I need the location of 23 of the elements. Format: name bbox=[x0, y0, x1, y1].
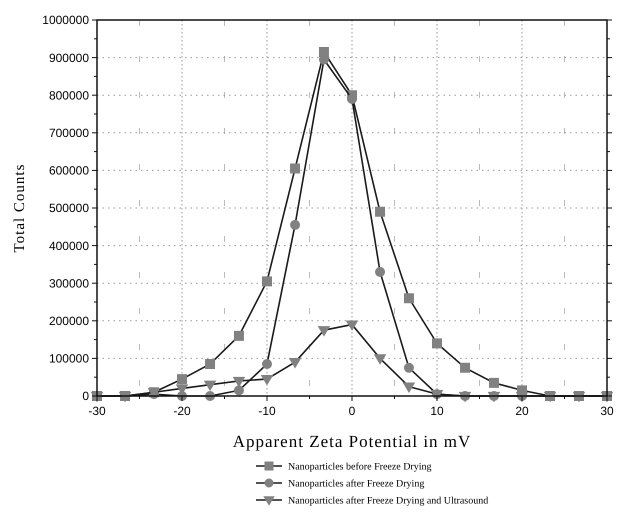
y-tick-label: 0 bbox=[82, 389, 90, 404]
y-tick-label: 500000 bbox=[48, 201, 90, 216]
x-tick-label: -30 bbox=[88, 404, 106, 418]
x-tick-label: 30 bbox=[600, 404, 614, 418]
x-tick-label: 20 bbox=[515, 404, 529, 418]
y-tick-label: 400000 bbox=[48, 238, 90, 253]
y-tick-label: 700000 bbox=[48, 126, 90, 140]
y-tick-label: 1000000 bbox=[42, 13, 90, 28]
y-tick-label: 600000 bbox=[48, 164, 90, 178]
legend-label: Nanoparticles before Freeze Drying bbox=[288, 462, 432, 472]
x-tick-label: -20 bbox=[173, 404, 191, 418]
x-axis-title: Apparent Zeta Potential in mV bbox=[232, 432, 472, 451]
x-tick-label: 10 bbox=[430, 404, 444, 418]
y-tick-label: 200000 bbox=[48, 314, 90, 328]
y-axis-title: Total Counts bbox=[12, 164, 28, 252]
legend-label: Nanoparticles after Freeze Drying and Ultrasound bbox=[288, 496, 488, 506]
y-tick-label: 900000 bbox=[48, 50, 90, 65]
y-tick-label: 300000 bbox=[48, 276, 90, 290]
y-tick-label: 800000 bbox=[48, 88, 90, 102]
x-tick-label: 0 bbox=[348, 404, 356, 418]
legend-label: Nanoparticles after Freeze Drying bbox=[288, 478, 424, 490]
y-tick-label: 100000 bbox=[48, 352, 90, 366]
x-tick-label: -10 bbox=[258, 404, 276, 418]
